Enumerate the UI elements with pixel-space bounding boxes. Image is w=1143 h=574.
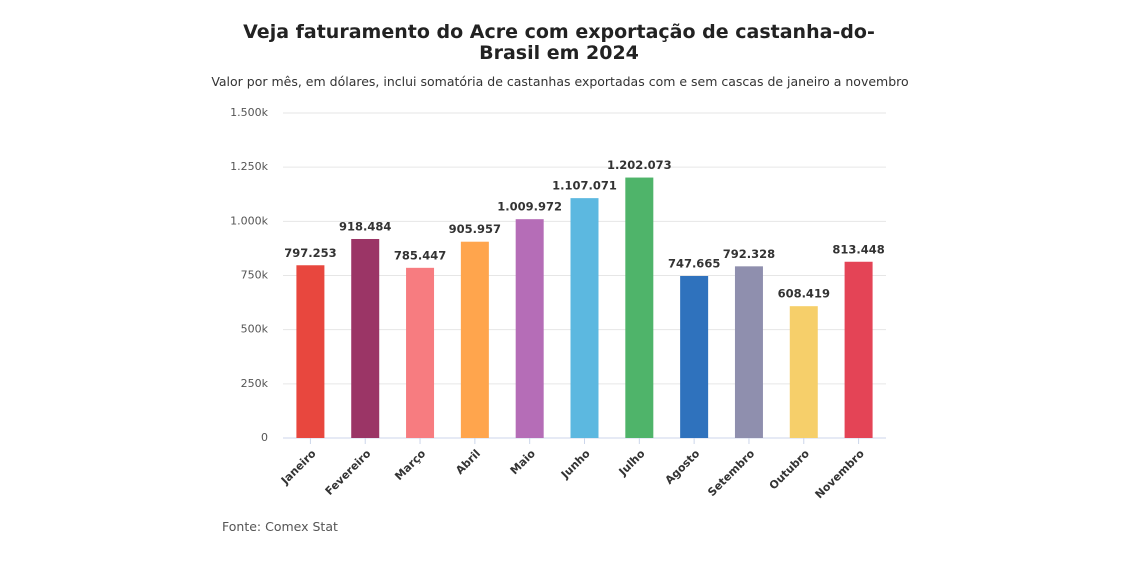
- value-label: 918.484: [339, 219, 391, 233]
- value-label: 813.448: [832, 242, 884, 256]
- bar: [406, 267, 435, 438]
- bar: [625, 177, 654, 438]
- y-tick-label: 0: [261, 431, 268, 444]
- x-tick-label: Maio: [508, 447, 539, 478]
- x-tick-label: Janeiro: [278, 447, 319, 488]
- x-tick-label: Outubro: [767, 447, 813, 493]
- y-tick-label: 1.500k: [230, 106, 268, 119]
- chart-subtitle: Valor por mês, em dólares, inclui somató…: [211, 74, 909, 89]
- x-tick-label: Novembro: [813, 447, 868, 502]
- chart-title: Veja faturamento do Acre com exportação …: [243, 21, 875, 64]
- value-label: 1.107.071: [552, 179, 617, 193]
- value-label: 1.202.073: [607, 158, 672, 172]
- bar: [351, 238, 380, 438]
- bar: [570, 198, 599, 438]
- value-label: 785.447: [394, 248, 446, 262]
- y-tick-label: 1.000k: [230, 214, 268, 227]
- value-label: 1.009.972: [497, 200, 562, 214]
- value-label: 747.665: [668, 257, 720, 271]
- source: Fonte: Comex Stat: [222, 519, 338, 534]
- bar: [515, 219, 544, 438]
- x-tick-label: Agosto: [663, 447, 703, 487]
- bar: [789, 306, 818, 438]
- x-tick-label: Junho: [558, 447, 593, 482]
- bar: [460, 241, 489, 438]
- value-label: 608.419: [778, 287, 830, 301]
- bar: [734, 266, 763, 438]
- x-tick-label: Setembro: [705, 447, 757, 499]
- x-tick-label: Março: [392, 447, 428, 483]
- y-tick-label: 750k: [241, 269, 269, 282]
- x-tick-label: Abril: [453, 447, 483, 477]
- value-label: 792.328: [723, 247, 775, 261]
- x-tick-label: Fevereiro: [323, 447, 374, 498]
- bar: [296, 265, 325, 438]
- y-tick-label: 1.250k: [230, 160, 268, 173]
- x-tick-label: Julho: [616, 447, 648, 479]
- bar: [680, 276, 709, 438]
- bar: [844, 261, 873, 438]
- y-tick-label: 500k: [241, 323, 269, 336]
- y-tick-label: 250k: [241, 377, 269, 390]
- value-label: 797.253: [284, 246, 336, 260]
- value-label: 905.957: [449, 222, 501, 236]
